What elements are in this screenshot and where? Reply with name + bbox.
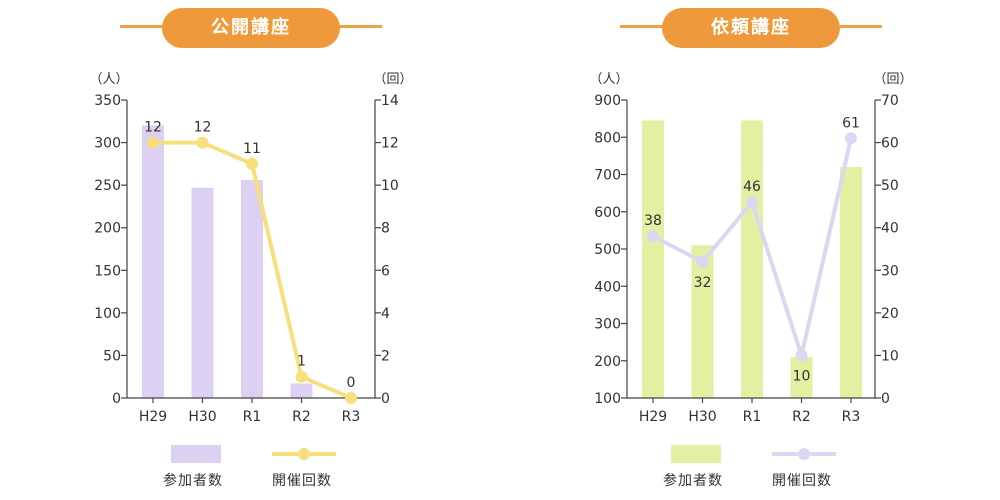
line-point xyxy=(795,349,808,362)
bar xyxy=(642,120,664,399)
y-tick-label-left: 800 xyxy=(594,130,621,146)
y-tick-label-left: 100 xyxy=(94,306,121,322)
bar xyxy=(241,180,263,398)
y-tick-label-right: 40 xyxy=(881,221,899,237)
data-label: 12 xyxy=(194,120,212,136)
chart-panel-public-lectures: 公開講座 0 50 100 150 200 250 300 350 0 2 4 6 8 10 12 14 H29… xyxy=(89,8,413,489)
x-tick-label: H29 xyxy=(139,409,167,425)
y-axis-right-unit: （回） xyxy=(373,72,412,87)
line-point xyxy=(246,157,258,170)
y-tick-label-right: 60 xyxy=(881,136,899,152)
y-axis-left-unit: （人） xyxy=(89,72,128,87)
chart-svg: 100 200 300 400 500 600 700 800 900 0 10 20 30 40 50 60… xyxy=(589,72,913,463)
line-point xyxy=(647,230,659,243)
chart-title: 依頼講座 xyxy=(662,8,840,48)
data-label: 61 xyxy=(842,115,860,131)
y-tick-label-right: 0 xyxy=(881,391,890,407)
bar xyxy=(691,245,714,398)
x-tick-label: R2 xyxy=(792,409,811,425)
legend-bar-label: 参加者数 xyxy=(663,473,723,489)
line-point xyxy=(147,136,159,149)
y-tick-label-left: 50 xyxy=(103,348,121,364)
legend-line-marker xyxy=(298,448,310,460)
legend-bar-swatch xyxy=(671,445,721,463)
y-tick-label-right: 30 xyxy=(881,263,899,279)
y-tick-label-left: 900 xyxy=(594,93,621,109)
y-tick-label-right: 2 xyxy=(381,348,390,364)
legend-line-label: 開催回数 xyxy=(772,473,832,489)
y-tick-label-left: 150 xyxy=(94,263,121,279)
bar xyxy=(290,383,313,398)
y-tick-label-left: 700 xyxy=(594,168,621,184)
y-tick-label-left: 250 xyxy=(94,178,121,194)
legend-line-label: 開催回数 xyxy=(272,473,332,489)
y-axis-left-unit: （人） xyxy=(589,72,628,87)
data-label: 46 xyxy=(743,179,761,195)
y-tick-label-right: 10 xyxy=(381,178,399,194)
y-tick-label-right: 50 xyxy=(881,178,899,194)
x-tick-label: R3 xyxy=(842,409,861,425)
y-tick-label-right: 14 xyxy=(381,93,399,109)
y-tick-label-right: 4 xyxy=(381,306,390,322)
y-tick-label-left: 0 xyxy=(112,391,121,407)
y-tick-label-left: 300 xyxy=(594,317,621,333)
y-tick-label-right: 0 xyxy=(381,391,390,407)
x-tick-label: H29 xyxy=(639,409,667,425)
data-label: 1 xyxy=(297,354,306,370)
y-tick-label-left: 100 xyxy=(594,391,621,407)
y-axis-right-unit: （回） xyxy=(873,72,912,87)
x-tick-label: H30 xyxy=(188,409,216,425)
x-tick-label: R1 xyxy=(743,409,762,425)
x-tick-label: R3 xyxy=(342,409,361,425)
y-tick-label-right: 8 xyxy=(381,221,390,237)
data-label: 10 xyxy=(793,368,811,384)
line-point xyxy=(196,136,209,149)
x-tick-label: R2 xyxy=(292,409,311,425)
legend-bar-swatch xyxy=(171,445,221,463)
bar xyxy=(840,167,862,398)
y-tick-label-right: 70 xyxy=(881,93,899,109)
line-point xyxy=(746,196,758,209)
y-tick-label-left: 200 xyxy=(594,354,621,370)
bar xyxy=(142,125,164,399)
line-point xyxy=(845,132,857,145)
data-label: 0 xyxy=(347,375,356,391)
x-tick-label: H30 xyxy=(688,409,716,425)
bar xyxy=(741,120,763,399)
data-label: 11 xyxy=(243,141,261,157)
y-tick-label-left: 350 xyxy=(94,93,121,109)
data-label: 32 xyxy=(694,275,712,291)
y-tick-label-right: 12 xyxy=(381,136,399,152)
line-point xyxy=(696,255,709,268)
bar xyxy=(191,187,214,398)
chart-title: 公開講座 xyxy=(162,8,340,48)
line-point xyxy=(345,392,357,404)
y-tick-label-left: 400 xyxy=(594,279,621,295)
y-tick-label-left: 600 xyxy=(594,205,621,221)
y-tick-label-right: 6 xyxy=(381,263,390,279)
chart-panel-requested-lectures: 依頼講座 100 200 300 400 500 600 700 800 900 0 10 20 30 4… xyxy=(500,0,1000,500)
y-tick-label-right: 10 xyxy=(881,348,899,364)
y-tick-label-left: 500 xyxy=(594,242,621,258)
y-tick-label-left: 200 xyxy=(94,221,121,237)
bar xyxy=(790,357,813,398)
legend-bar-label: 参加者数 xyxy=(163,473,223,489)
y-tick-label-right: 20 xyxy=(881,306,899,322)
data-label: 12 xyxy=(144,120,162,136)
data-label: 38 xyxy=(644,213,662,229)
line-point xyxy=(295,370,308,383)
x-tick-label: R1 xyxy=(243,409,262,425)
y-tick-label-left: 300 xyxy=(94,136,121,152)
legend-line-marker xyxy=(798,448,810,460)
